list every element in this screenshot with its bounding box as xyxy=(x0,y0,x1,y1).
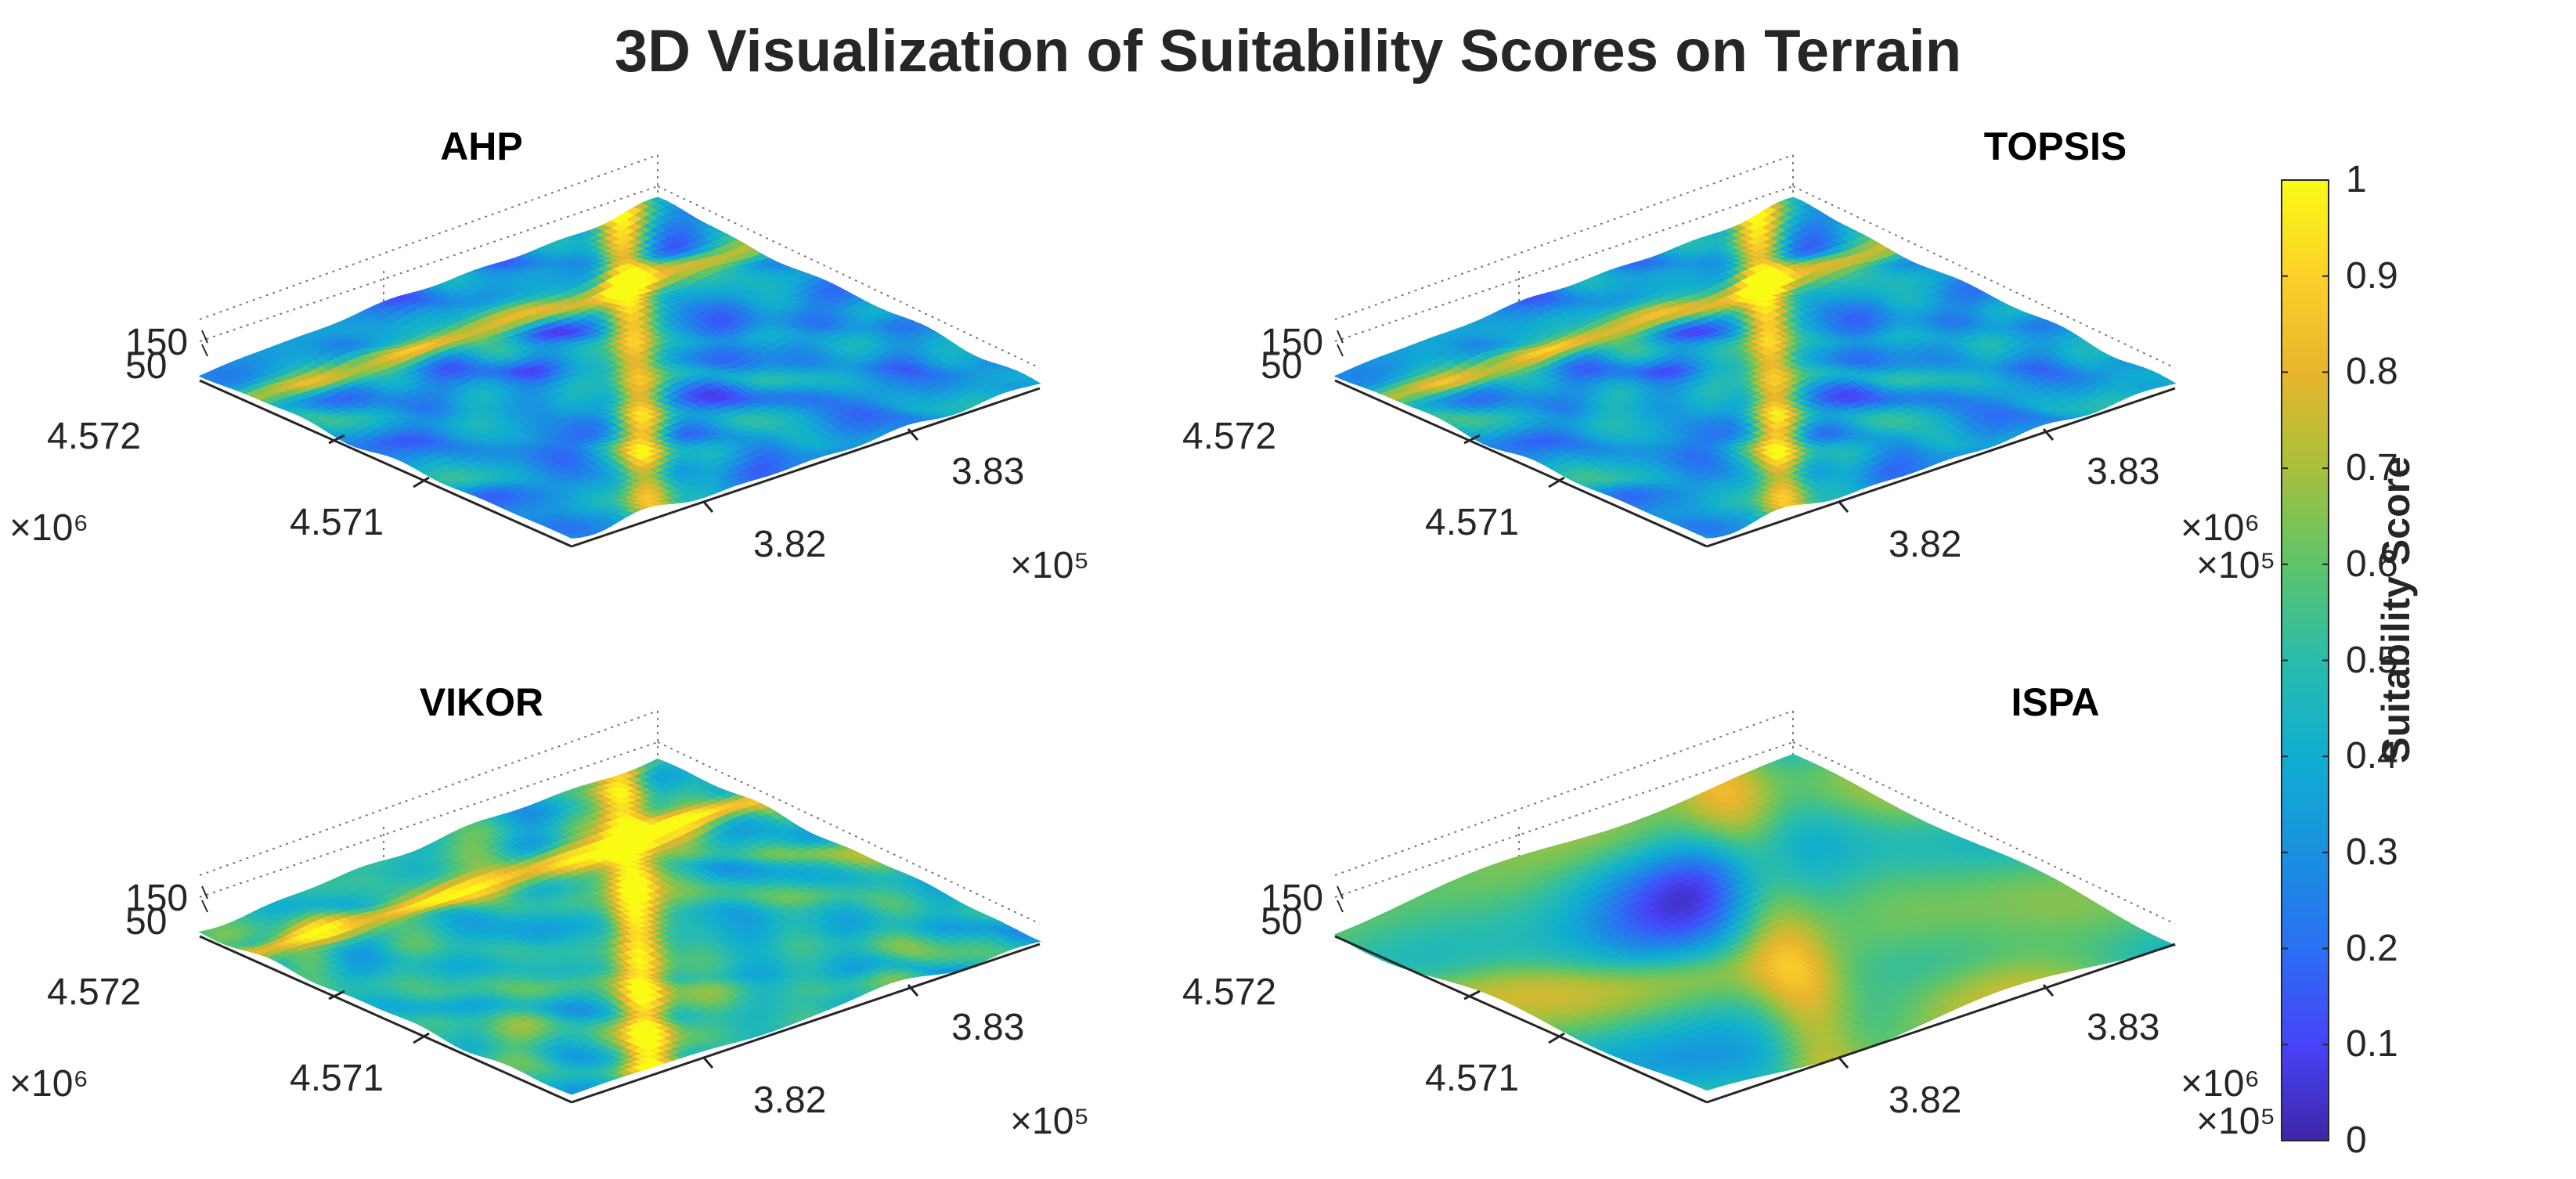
panels-layer xyxy=(198,154,2177,1104)
x-tick-mark xyxy=(702,500,714,513)
panel-topsis xyxy=(1333,154,2177,548)
z-tick-mark xyxy=(201,344,208,357)
axis-frame-line xyxy=(657,186,1041,369)
panel-ahp xyxy=(198,154,1041,548)
figure-title: 3D Visualization of Suitability Scores o… xyxy=(614,18,1962,85)
axis-frame-line xyxy=(199,186,658,342)
z-tick-mark xyxy=(201,330,208,344)
